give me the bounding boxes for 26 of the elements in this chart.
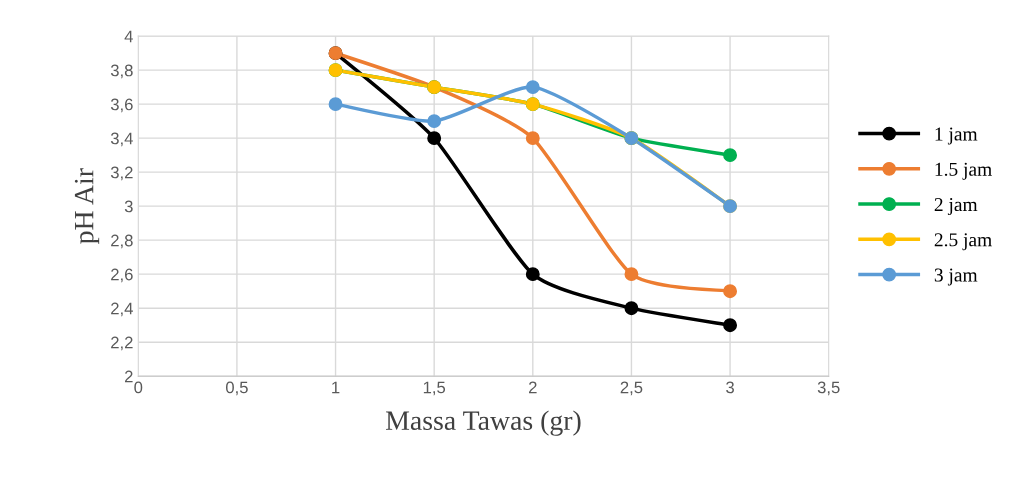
y-tick-label: 3,4 [110, 132, 133, 147]
x-tick-label: 2 [529, 381, 537, 394]
legend-label: 1 jam [935, 127, 978, 145]
legend-label: 3 jam [934, 268, 978, 286]
legend-label: 1.5 jam [935, 162, 992, 180]
y-tick-label: 3 [124, 200, 133, 213]
x-tick-label: 3,5 [817, 381, 840, 396]
x-tick-label: 0 [134, 381, 143, 394]
x-tick-label: 1,5 [423, 381, 446, 396]
x-tick-label: 0,5 [225, 381, 248, 396]
y-tick-label: 3,2 [110, 166, 133, 181]
x-tick-label: 1 [332, 381, 340, 394]
y-tick-label: 3,8 [110, 64, 133, 79]
y-tick-label: 4 [124, 30, 133, 43]
x-tick-label: 2,5 [620, 381, 643, 396]
x-axis-title: Massa Tawas (gr) [386, 410, 581, 436]
y-tick-label: 2 [125, 370, 133, 383]
legend-label: 2.5 jam [934, 233, 992, 251]
legend-label: 2 jam [934, 198, 978, 216]
x-tick-label: 3 [726, 381, 734, 394]
y-tick-label: 2,6 [111, 268, 133, 283]
y-axis-title: pH Air [74, 168, 100, 244]
y-tick-label: 3,6 [110, 98, 133, 113]
y-tick-label: 2,2 [111, 336, 133, 351]
y-tick-label: 2,4 [111, 302, 133, 317]
y-tick-label: 2,8 [111, 234, 133, 249]
